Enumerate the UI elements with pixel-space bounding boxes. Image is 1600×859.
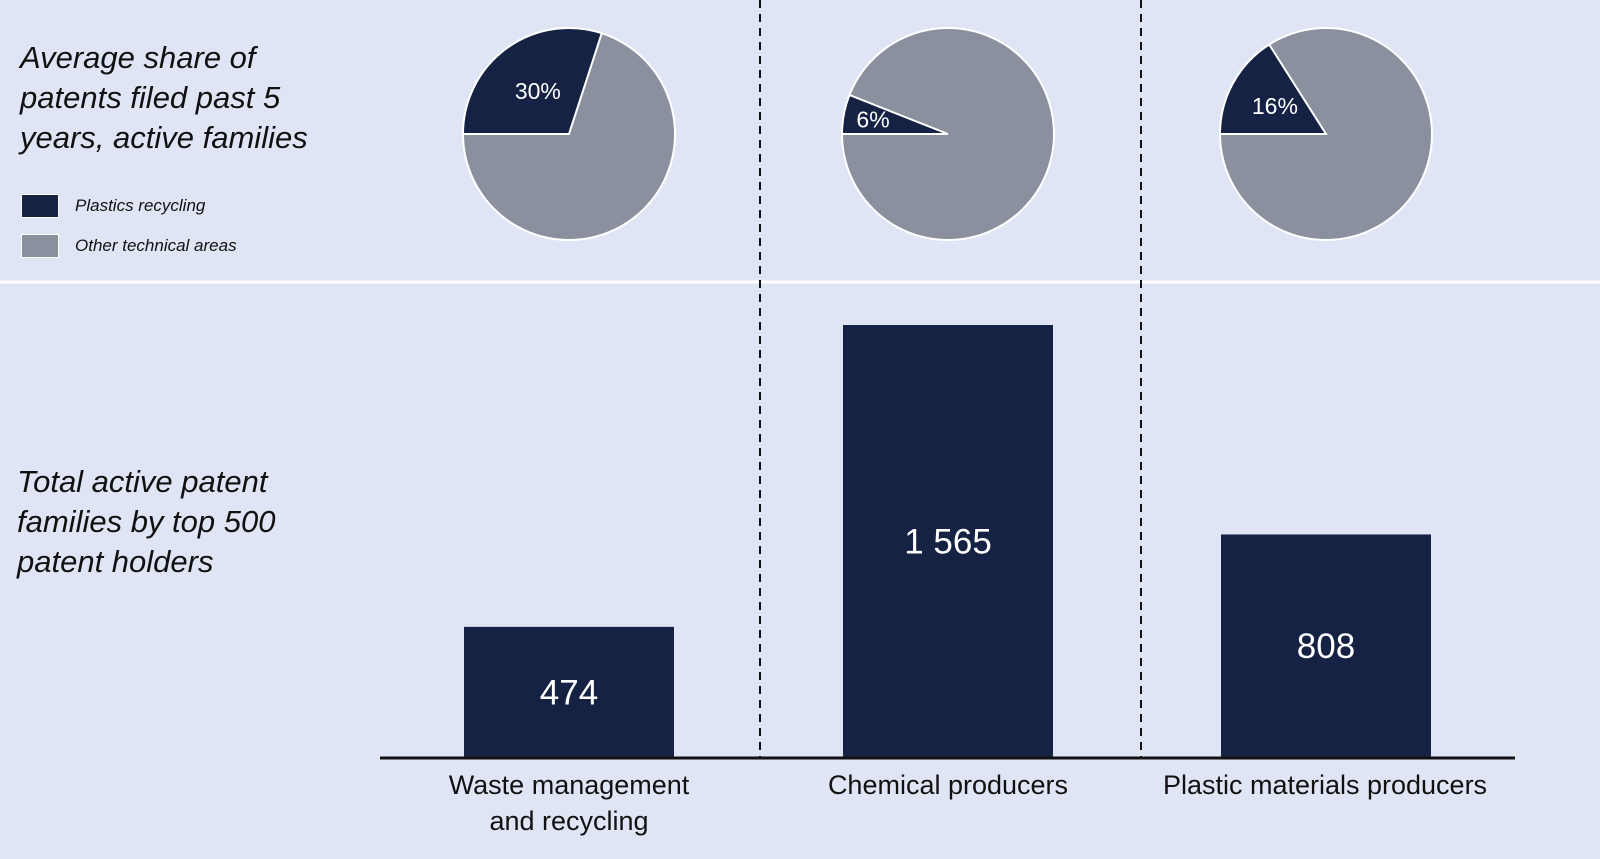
category-label-line: Chemical producers xyxy=(827,770,1069,800)
legend-item-plastics-recycling: Plastics recycling xyxy=(21,186,237,226)
category-label-line: Plastic materials producers xyxy=(1162,770,1488,800)
pie-slice-plastics-recycling xyxy=(461,27,604,135)
category-label-plastic-materials-producers: Plastic materials producers xyxy=(1135,767,1515,803)
legend-label: Plastics recycling xyxy=(75,196,206,215)
pie-data-label: 6% xyxy=(856,107,889,133)
bar-value-label: 1 565 xyxy=(904,523,992,562)
bar-value-label: 808 xyxy=(1297,627,1355,666)
category-label-line: and recycling xyxy=(489,806,649,836)
legend-item-other-technical-areas: Other technical areas xyxy=(21,226,237,266)
bar xyxy=(1221,534,1431,758)
pie-slice-plastics-recycling xyxy=(840,93,949,135)
pie-charts: 30% 6% 16% xyxy=(461,27,1433,241)
legend-label: Other technical areas xyxy=(75,236,237,255)
pie-data-label: 16% xyxy=(1252,93,1298,119)
legend: Plastics recycling Other technical areas xyxy=(21,186,237,266)
category-label-chemical-producers: Chemical producers xyxy=(798,767,1098,803)
bar xyxy=(843,325,1053,758)
bar xyxy=(464,626,674,758)
legend-swatch-other-technical-areas xyxy=(21,234,59,258)
category-label-line: Waste management xyxy=(448,770,690,800)
bar-chart: 474 1 565 808 xyxy=(464,325,1431,758)
pie-slice-plastics-recycling xyxy=(1218,43,1328,135)
bar-value-label: 474 xyxy=(540,673,598,712)
bar-section-title: Total active patent families by top 500 … xyxy=(17,464,276,579)
category-label-waste-management: Waste management and recycling xyxy=(419,767,719,839)
pie-section-title: Average share of patents filed past 5 ye… xyxy=(20,40,308,155)
pie-data-label: 30% xyxy=(515,78,561,104)
legend-swatch-plastics-recycling xyxy=(21,194,59,218)
